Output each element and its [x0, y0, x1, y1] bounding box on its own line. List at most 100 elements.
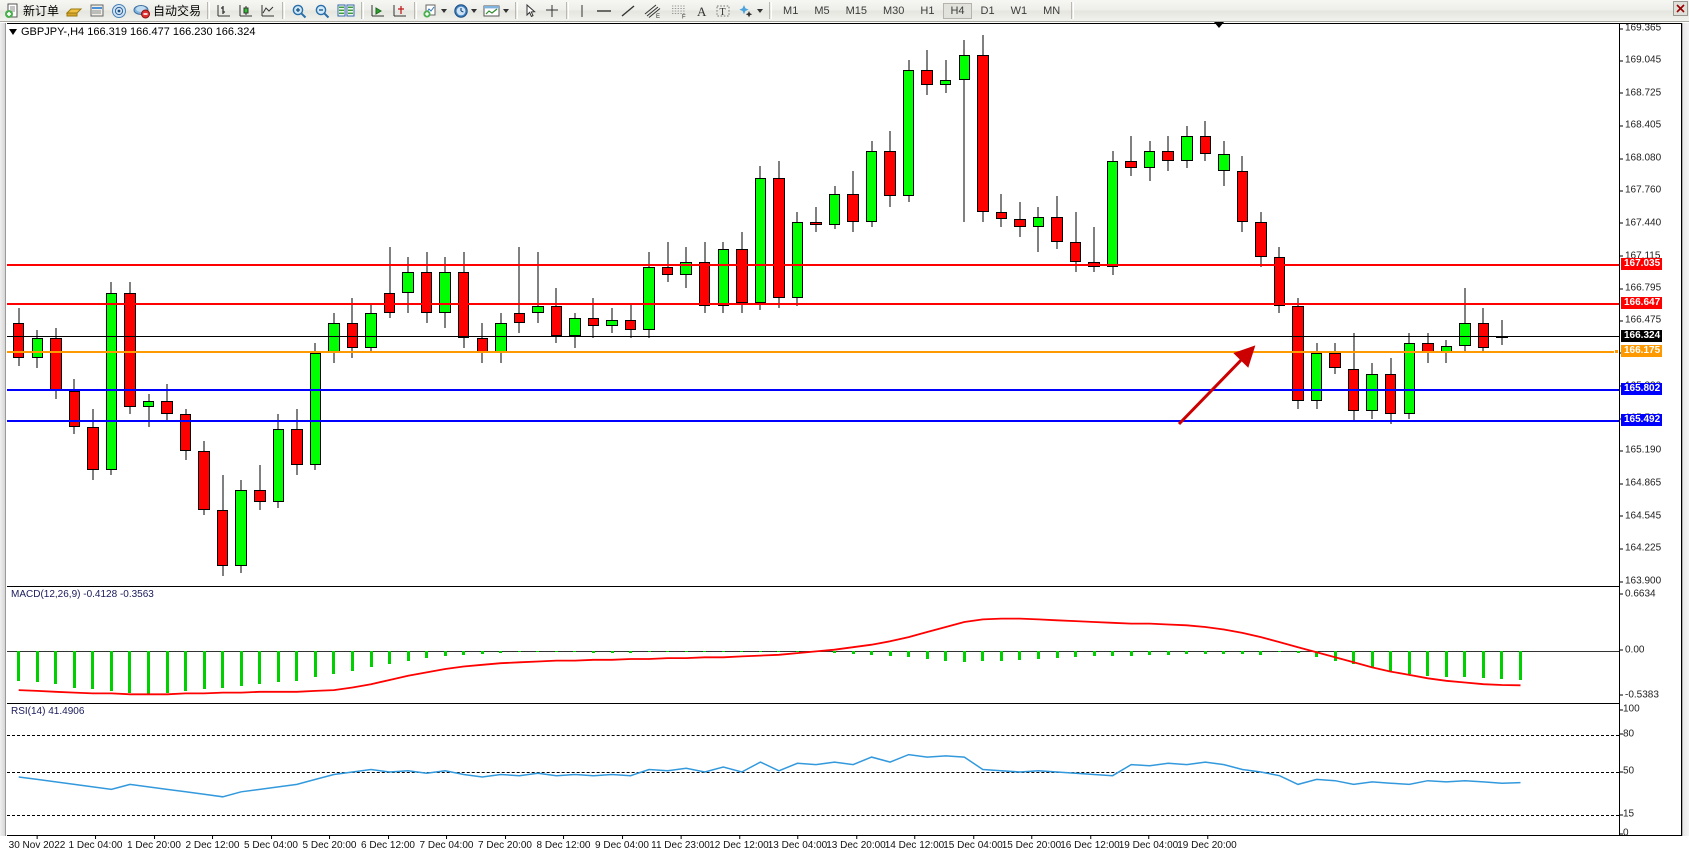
zoom-out-button[interactable]	[311, 1, 334, 21]
macd-histogram-bar	[1500, 650, 1504, 680]
equidistant-channel-button[interactable]: E	[640, 1, 666, 21]
period-button[interactable]	[450, 1, 480, 21]
price-pane[interactable]	[7, 24, 1681, 585]
auto-trading-label: 自动交易	[153, 4, 202, 18]
macd-histogram-bar	[851, 650, 855, 654]
time-tick: 13 Dec 04:00	[767, 836, 828, 851]
macd-histogram-bar	[369, 650, 373, 668]
bar-chart-button[interactable]	[213, 1, 235, 21]
vertical-line-button[interactable]	[572, 1, 592, 21]
macd-histogram-bar	[202, 650, 206, 690]
price-tick: 165.190	[1620, 445, 1661, 456]
macd-histogram-bar	[17, 650, 21, 681]
timeframe-m1[interactable]: M1	[783, 4, 799, 17]
macd-histogram-bar	[128, 650, 132, 693]
window-close-button[interactable]	[1673, 1, 1688, 16]
candle	[1403, 24, 1415, 585]
cursor-button[interactable]	[521, 1, 541, 21]
macd-pane[interactable]: MACD(12,26,9) -0.4128 -0.3563	[7, 586, 1681, 703]
macd-signal-line	[18, 617, 1521, 696]
templates-button[interactable]	[480, 1, 512, 21]
zoom-in-button[interactable]	[288, 1, 311, 21]
current-price-line[interactable]	[7, 335, 1619, 337]
macd-histogram-bar	[1018, 650, 1022, 660]
candle	[550, 24, 563, 585]
timeframe-mn[interactable]: MN	[1043, 4, 1061, 17]
price-tick: 167.115	[1620, 250, 1660, 261]
horizontal-line-button[interactable]	[592, 1, 616, 21]
chart-canvas[interactable]: GBPJPY-,H4 166.319 166.477 166.230 166.3…	[7, 23, 1682, 836]
macd-histogram-bar	[1519, 650, 1522, 680]
support-upper-line[interactable]	[7, 388, 1619, 391]
signals-button[interactable]	[108, 1, 130, 21]
candle	[995, 24, 1008, 585]
macd-histogram-bar	[666, 650, 670, 653]
toolbar-separator	[207, 2, 211, 19]
timeframe-group: M1 M5 M15 M30 H1 H4 D1 W1 MN	[775, 2, 1068, 19]
chevron-down-icon[interactable]	[9, 29, 17, 35]
candle	[569, 24, 581, 585]
chevron-down-icon[interactable]	[503, 8, 510, 13]
candle	[1069, 24, 1082, 585]
macd-histogram-bar	[1352, 650, 1356, 664]
macd-histogram-bar	[295, 650, 299, 681]
candle	[124, 24, 136, 585]
timeframe-d1[interactable]: D1	[980, 4, 995, 17]
support-lower-line[interactable]	[7, 419, 1619, 422]
resistance-upper-line[interactable]	[7, 263, 1619, 266]
chevron-down-icon[interactable]	[471, 8, 478, 13]
text-label-button[interactable]: T	[712, 1, 734, 21]
candle	[828, 24, 841, 585]
price-tick: 163.900	[1620, 576, 1661, 587]
macd-histogram-bar	[833, 650, 837, 654]
candle	[13, 24, 25, 585]
fibonacci-button[interactable]: F	[666, 1, 692, 21]
candle	[457, 24, 470, 585]
right-gutter	[1682, 23, 1689, 836]
terminal-button[interactable]	[86, 1, 108, 21]
objects-button[interactable]	[734, 1, 766, 21]
macd-histogram-bar	[1315, 650, 1319, 658]
toolbar-separator	[566, 2, 570, 19]
macd-histogram-bar	[925, 650, 929, 659]
vertical-scrollbar[interactable]	[0, 23, 6, 836]
text-button[interactable]: A	[692, 1, 712, 21]
timeframe-m5[interactable]: M5	[814, 4, 830, 17]
timeframe-m30[interactable]: M30	[883, 4, 905, 17]
chevron-down-icon[interactable]	[757, 8, 764, 13]
macd-histogram-bar	[499, 650, 503, 654]
candle	[587, 24, 600, 585]
order-level-line[interactable]	[7, 350, 1619, 353]
auto-trading-button[interactable]: 自动交易	[130, 1, 204, 21]
indicators-button[interactable]	[420, 1, 450, 21]
candle	[1459, 24, 1471, 585]
timeframe-h1[interactable]: H1	[920, 4, 935, 17]
trendline-button[interactable]	[616, 1, 640, 21]
macd-histogram-bar	[184, 650, 188, 691]
order-level-price-label: 166.175	[1621, 344, 1663, 357]
chevron-down-icon[interactable]	[441, 8, 448, 13]
data-window-button[interactable]	[334, 1, 358, 21]
macd-histogram-bar	[517, 650, 521, 653]
price-tick: 169.045	[1620, 55, 1661, 66]
new-order-button[interactable]: 新订单	[2, 1, 62, 21]
rsi-pane[interactable]: RSI(14) 41.4906	[7, 703, 1681, 835]
crosshair-button[interactable]	[541, 1, 563, 21]
price-tick: 168.080	[1620, 153, 1661, 164]
candlestick-chart-button[interactable]	[235, 1, 257, 21]
rsi-level-80	[7, 734, 1619, 736]
auto-scroll-button[interactable]	[389, 1, 411, 21]
candle	[1181, 24, 1193, 585]
timeframe-h4[interactable]: H4	[943, 2, 972, 19]
zoom-in-icon	[291, 3, 308, 19]
timeframe-w1[interactable]: W1	[1010, 4, 1028, 17]
time-axis[interactable]: 30 Nov 2022 1 Dec 04:00 1 Dec 20:00 2 Dec 1…	[7, 836, 1682, 857]
gold-bars-button[interactable]	[62, 1, 86, 21]
resistance-lower-line[interactable]	[7, 303, 1619, 306]
line-chart-button[interactable]	[257, 1, 279, 21]
order-level-handle[interactable]	[1614, 348, 1619, 354]
candlestick-chart-icon	[238, 3, 254, 19]
timeframe-m15[interactable]: M15	[845, 4, 867, 17]
chart-shift-button[interactable]	[367, 1, 389, 21]
price-axis[interactable]: 169.365 169.045 168.725 168.405 168.080 167.7…	[1619, 24, 1681, 835]
